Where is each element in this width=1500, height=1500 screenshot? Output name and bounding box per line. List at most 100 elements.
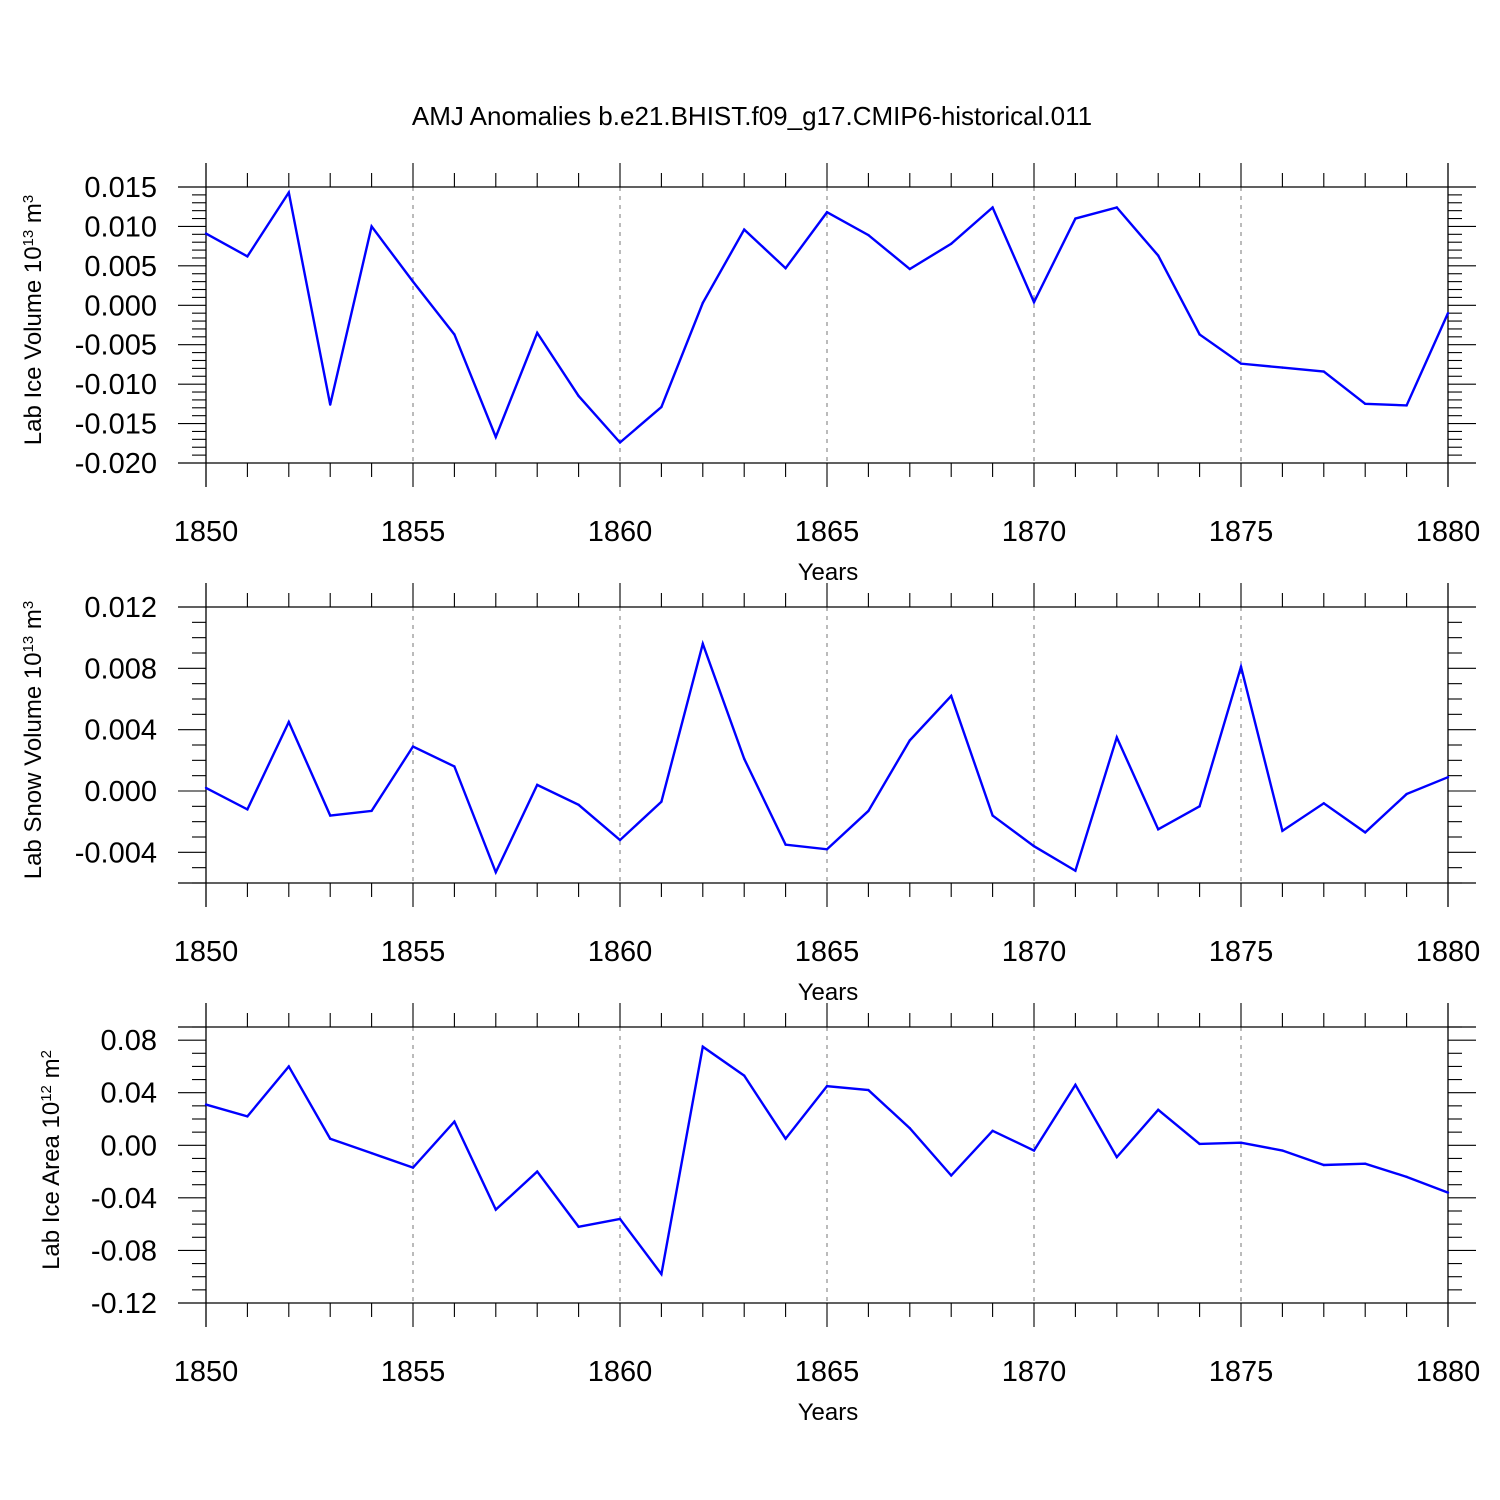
panel-3-data-point bbox=[329, 1137, 332, 1140]
panel-1-ytick-label: -0.020 bbox=[75, 448, 157, 480]
panel-3-data-point bbox=[204, 1103, 208, 1106]
panel-1-data-point bbox=[908, 267, 911, 271]
panel-1-data-point bbox=[1364, 402, 1367, 406]
panel-2-yaxis-title-unit-exp: 3 bbox=[20, 601, 37, 609]
panel-3-xaxis-title: Years bbox=[798, 1399, 859, 1426]
panel-3-yaxis-title-text: Lab Ice Area 10 bbox=[38, 1102, 65, 1270]
panel-3-data-point bbox=[1364, 1162, 1367, 1165]
panel-3-data-point bbox=[577, 1225, 580, 1228]
panel-1-data-point bbox=[577, 394, 580, 398]
panel-1-data-point bbox=[370, 225, 373, 228]
panel-2-data-point bbox=[1364, 831, 1367, 834]
panel-3-data-point bbox=[1239, 1141, 1243, 1144]
panel-1-data-point bbox=[1115, 206, 1119, 209]
panel-3-data-point bbox=[784, 1137, 787, 1140]
panel-3-data-point bbox=[246, 1115, 249, 1118]
panel-2-xtick-label: 1850 bbox=[174, 936, 239, 968]
panel-1-data-point bbox=[867, 233, 870, 237]
panel-3-data-point bbox=[1405, 1175, 1408, 1179]
panel-2-data-point bbox=[825, 848, 829, 851]
panel-2-data-point bbox=[370, 809, 373, 813]
panel-2-yaxis-title-unit: m bbox=[20, 609, 47, 636]
panel-2-ytick-label: 0.004 bbox=[84, 715, 157, 747]
panel-1-data-point bbox=[536, 331, 539, 335]
panels: 1850 1855 1860 1865 1870 1875 1880 Years -0.020 -… bbox=[20, 163, 1481, 1426]
panel-1-data-point bbox=[950, 242, 953, 245]
panel-3-xtick-label: 1850 bbox=[174, 1356, 239, 1388]
panel-1-data-point bbox=[1198, 333, 1201, 336]
panel-2-ytick-label: -0.004 bbox=[75, 837, 157, 869]
panel-2-data-point bbox=[1281, 829, 1284, 833]
panel-1-data-point bbox=[1281, 366, 1284, 369]
panel-1-xtick-label: 1865 bbox=[795, 516, 860, 548]
panel-2-ytick-label: 0.000 bbox=[84, 776, 157, 808]
panel-2-data-point bbox=[784, 843, 787, 846]
panel-2-yaxis-title: Lab Snow Volume 1013 m3 bbox=[20, 601, 48, 880]
panel-1-ytick-label: 0.010 bbox=[84, 211, 157, 243]
panel-2-data-point bbox=[1446, 776, 1450, 779]
panel-1-data-point bbox=[1322, 370, 1326, 373]
panel-1-xtick-label: 1855 bbox=[381, 516, 446, 548]
panel-2-data-point bbox=[991, 814, 994, 817]
panel-1-xtick-label: 1860 bbox=[588, 516, 653, 548]
panel-1-data-point bbox=[825, 211, 829, 214]
panel-3-yaxis-title-exp: 12 bbox=[38, 1085, 55, 1102]
panel-3-ytick-label: -0.08 bbox=[91, 1235, 157, 1267]
panel-1-xtick-label: 1875 bbox=[1209, 516, 1274, 548]
panel-3-data-point bbox=[536, 1170, 539, 1173]
panel-3-series-line bbox=[205, 1044, 1449, 1278]
panel-2-data-point bbox=[1115, 736, 1119, 739]
panel-2-data-point bbox=[577, 803, 580, 806]
panel-1-data-point bbox=[494, 435, 497, 439]
panel-1-data-point bbox=[784, 267, 787, 270]
panel-3-data-point bbox=[411, 1166, 415, 1169]
panel-1-data-point bbox=[1405, 404, 1408, 407]
panel-1-xtick-label: 1880 bbox=[1416, 516, 1481, 548]
panel-1-ytick-label: -0.010 bbox=[75, 369, 157, 401]
panel-3-xtick-label: 1875 bbox=[1209, 1356, 1274, 1388]
panel-1-data-point bbox=[1032, 300, 1036, 304]
panel-3-xtick-label: 1860 bbox=[588, 1356, 653, 1388]
panel-3-data-point bbox=[1032, 1149, 1036, 1152]
panel-3-data-point bbox=[908, 1127, 911, 1130]
panel-2-data-point bbox=[1074, 869, 1077, 872]
panel-2-data-point bbox=[660, 800, 663, 803]
panel-1-data-point bbox=[1074, 217, 1077, 220]
panel-3-ytick-label: 0.04 bbox=[101, 1078, 157, 1110]
panel-1-xtick-label: 1870 bbox=[1002, 516, 1067, 548]
panel-2-ytick-label: 0.012 bbox=[84, 592, 157, 624]
panel-3-data-point bbox=[1115, 1155, 1119, 1159]
panel-1-data-point bbox=[991, 206, 994, 209]
panel-3-yaxis-title-unit: m bbox=[38, 1058, 65, 1085]
panel-3-yaxis-title: Lab Ice Area 1012 m2 bbox=[38, 1050, 66, 1270]
panel-2-data-point bbox=[1032, 845, 1036, 848]
panel-2-xtick-label: 1870 bbox=[1002, 936, 1067, 968]
panel-2-data-point bbox=[618, 838, 622, 842]
panel-3-data-point bbox=[1446, 1191, 1450, 1194]
panel-2-data-point bbox=[1239, 665, 1243, 668]
panel-3-data-point bbox=[1322, 1163, 1326, 1167]
panel-3-data-point bbox=[494, 1208, 497, 1211]
panel-1-ytick-label: 0.005 bbox=[84, 251, 157, 283]
panel-1-data-point bbox=[329, 403, 332, 406]
panel-2-yaxis-title-exp: 13 bbox=[20, 636, 37, 653]
panel-1: 1850 1855 1860 1865 1870 1875 1880 Years -0.020 -… bbox=[20, 163, 1481, 586]
panel-2-series-line bbox=[205, 639, 1449, 876]
figure-title: AMJ Anomalies b.e21.BHIST.f09_g17.CMIP6-… bbox=[412, 101, 1092, 131]
panel-3-data-point bbox=[453, 1120, 456, 1123]
panel-3-yaxis-title-unit-exp: 2 bbox=[38, 1050, 55, 1058]
panel-3-data-point bbox=[1281, 1149, 1284, 1152]
panel-2-xtick-label: 1875 bbox=[1209, 936, 1274, 968]
panel-2-xtick-label: 1865 bbox=[795, 936, 860, 968]
panel-2-xtick-label: 1855 bbox=[381, 936, 446, 968]
panel-3-data-point bbox=[701, 1045, 704, 1048]
panel-3-data-point bbox=[287, 1065, 290, 1068]
panel-2-data-point bbox=[287, 720, 290, 724]
panel-1-xtick-label: 1850 bbox=[174, 516, 239, 548]
panel-1-yaxis-title-text: Lab Ice Volume 10 bbox=[20, 246, 47, 445]
panel-1-data-point bbox=[246, 255, 249, 258]
panel-3-ytick-label: -0.12 bbox=[91, 1288, 157, 1320]
panel-1-data-point bbox=[618, 441, 622, 444]
panel-2-data-point bbox=[1198, 805, 1201, 808]
